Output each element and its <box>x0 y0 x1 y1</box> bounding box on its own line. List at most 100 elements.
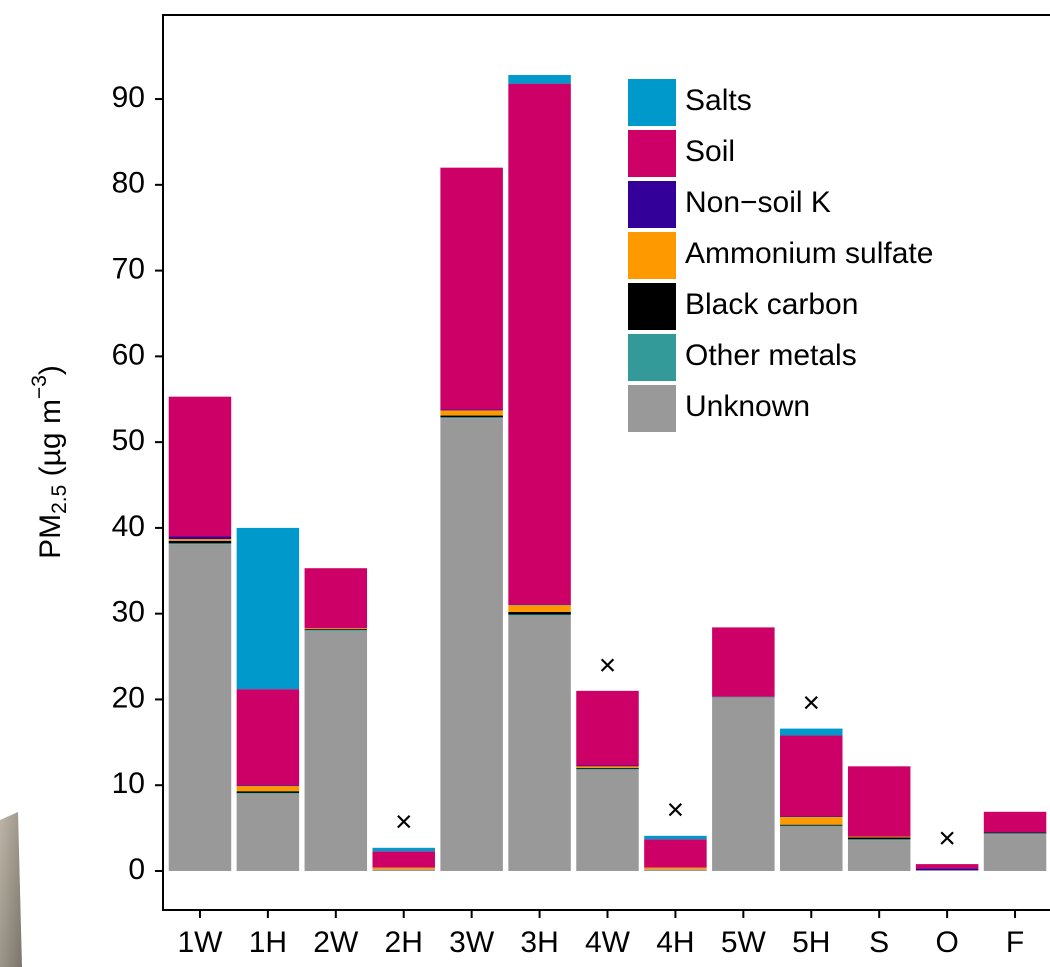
bar-segment <box>168 536 232 540</box>
x-tick-label: O <box>935 926 958 959</box>
legend-swatch <box>628 181 676 228</box>
y-tick-label: 80 <box>112 167 145 200</box>
bar-segment <box>847 840 911 871</box>
x-tick-label: 1W <box>177 926 223 959</box>
bar-segment <box>236 791 300 793</box>
annotation-marker: × <box>395 806 413 839</box>
bar-segment <box>847 837 911 840</box>
bar-segment <box>440 418 503 871</box>
legend-swatch <box>628 232 676 279</box>
y-tick-label: 90 <box>112 81 145 114</box>
annotation-marker: × <box>599 649 617 682</box>
y-tick-label: 20 <box>112 681 145 714</box>
x-tick-label: 2W <box>313 926 359 959</box>
bar-segment <box>983 833 1047 835</box>
legend-swatch <box>628 283 676 330</box>
bar-segment <box>508 605 571 612</box>
legend-label: Black carbon <box>685 288 858 321</box>
bar-segment <box>780 728 843 736</box>
background-photo-fragment <box>0 812 22 967</box>
bar-segment <box>236 689 300 786</box>
legend-label: Ammonium sulfate <box>685 237 933 270</box>
bar-segment <box>372 867 435 870</box>
bar-segment <box>576 768 639 770</box>
bar-segment <box>983 834 1047 871</box>
x-tick-label: S <box>869 926 889 959</box>
legend-label: Salts <box>685 84 752 117</box>
bar-segment <box>915 864 979 869</box>
y-tick-label: 0 <box>128 853 145 886</box>
bar-segment <box>440 417 503 419</box>
y-tick-label: 40 <box>112 510 145 543</box>
y-title-superscript: −3 <box>28 375 51 399</box>
bar-segment <box>712 696 775 698</box>
bar-segment <box>304 568 368 629</box>
y-title-base: PM <box>34 514 67 559</box>
bar-segment <box>236 785 300 787</box>
bar-segment <box>983 811 1047 833</box>
bar-segment <box>915 868 979 871</box>
bar-segment <box>576 768 639 769</box>
x-tick-label: 5H <box>792 926 830 959</box>
legend-label: Non−soil K <box>685 186 831 219</box>
x-tick-label: 5W <box>721 926 767 959</box>
bar-segment <box>983 832 1047 834</box>
bar-segment <box>440 409 503 411</box>
y-tick-label: 30 <box>112 596 145 629</box>
bar-segment <box>372 851 435 868</box>
bar-segment <box>168 540 232 544</box>
bar-segment <box>576 765 639 767</box>
x-tick-label: 4H <box>656 926 694 959</box>
bar-segment <box>304 629 368 630</box>
y-tick-label: 10 <box>112 767 145 800</box>
bar-segment <box>508 75 571 84</box>
y-title-unit: (µg m <box>34 399 67 485</box>
legend-swatch <box>628 334 676 381</box>
bar-segment <box>915 870 979 871</box>
bar-segment <box>508 614 571 616</box>
bar-segment <box>304 628 368 630</box>
y-title-close: ) <box>34 365 67 375</box>
y-title-subscript: 2.5 <box>48 485 71 514</box>
bar-segment <box>780 735 843 817</box>
bar-segment <box>440 415 503 418</box>
bar-segment <box>780 816 843 825</box>
legend-swatch <box>628 385 676 432</box>
x-tick-label: 4W <box>585 926 631 959</box>
bar-segment <box>236 786 300 792</box>
bar-segment <box>236 793 300 871</box>
bar-segment <box>440 410 503 416</box>
bar-segment <box>372 847 435 852</box>
y-tick-label: 50 <box>112 424 145 457</box>
legend-label: Soil <box>685 135 735 168</box>
annotation-marker: × <box>938 822 956 855</box>
legend-swatch <box>628 130 676 177</box>
annotation-marker: × <box>667 794 685 827</box>
bar-segment <box>644 869 707 871</box>
legend-label: Other metals <box>685 339 857 372</box>
bar-segment <box>508 83 571 605</box>
bar-segment <box>847 839 911 841</box>
legend-swatch <box>628 79 676 126</box>
bar-segment <box>508 615 571 871</box>
bar-segment <box>644 839 707 868</box>
bar-segment <box>847 836 911 838</box>
annotation-marker: × <box>803 687 821 720</box>
bar-segment <box>168 539 232 541</box>
y-tick-label: 70 <box>112 253 145 286</box>
x-tick-label: 3W <box>449 926 495 959</box>
bar-segment <box>780 816 843 817</box>
bar-segment <box>168 396 232 537</box>
bar-segment <box>168 543 232 545</box>
bar-segment <box>304 630 368 871</box>
bar-segment <box>576 690 639 766</box>
plot-frame <box>162 14 1050 911</box>
x-tick-label: 2H <box>385 926 423 959</box>
bar-segment <box>440 167 503 410</box>
bar-segment <box>780 826 843 871</box>
bar-segment <box>712 697 775 871</box>
bar-segment <box>712 627 775 697</box>
legend-label: Unknown <box>685 390 810 423</box>
bar-segment <box>508 611 571 615</box>
